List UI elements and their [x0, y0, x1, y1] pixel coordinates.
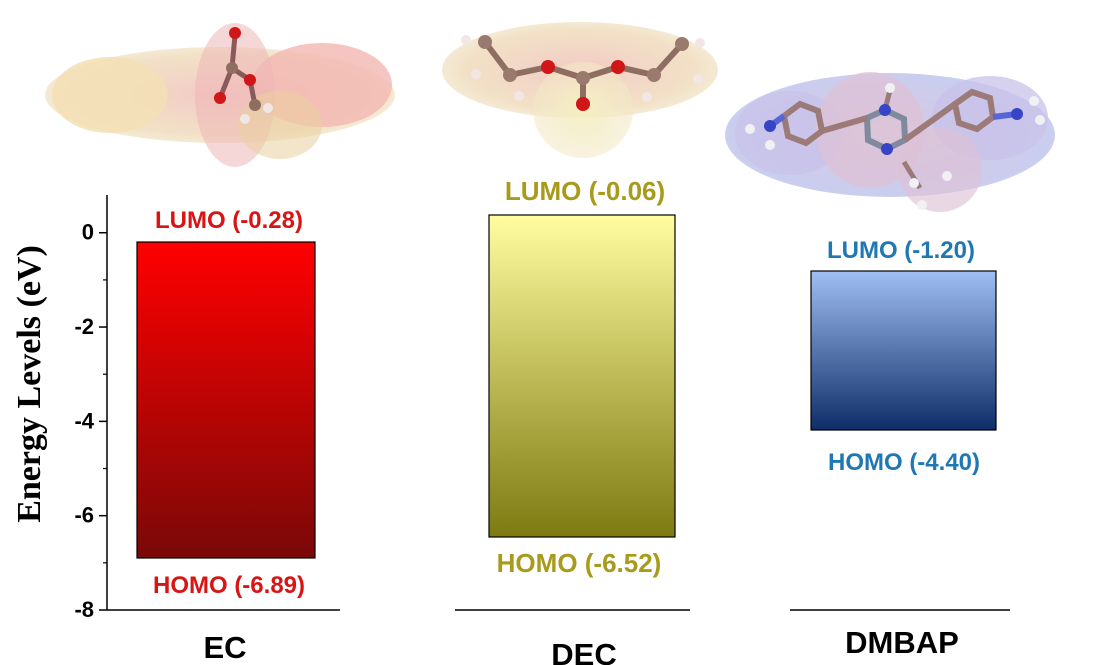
dmbap-molecule-icon [725, 72, 1055, 212]
y-tick-label: -2 [74, 314, 94, 339]
homo-label-dec: HOMO (-6.52) [497, 548, 662, 578]
lumo-label-dmbap: LUMO (-1.20) [827, 237, 975, 264]
ec-molecule-icon [45, 23, 395, 167]
lumo-label-ec: LUMO (-0.28) [155, 207, 303, 234]
category-label-ec: EC [203, 630, 246, 665]
category-labels: EC DEC DMBAP [203, 625, 958, 665]
lumo-label-dec: LUMO (-0.06) [505, 176, 665, 206]
y-tick-label: -6 [74, 503, 94, 528]
homo-label-dmbap: HOMO (-4.40) [828, 449, 980, 476]
y-axis: 0 -2 -4 -6 -8 Energy Levels (eV) [11, 195, 1010, 622]
energy-bar-dec [488, 214, 676, 538]
y-tick-label: 0 [82, 220, 94, 245]
energy-bar-ec [136, 241, 316, 559]
energy-labels: LUMO (-0.28) HOMO (-6.89) LUMO (-0.06) HOMO… [153, 176, 980, 599]
energy-bars [136, 214, 997, 559]
y-tick-label: -8 [74, 597, 94, 622]
energy-bar-dmbap [810, 270, 997, 431]
dec-molecule-icon [442, 22, 718, 158]
category-label-dmbap: DMBAP [845, 625, 959, 660]
category-label-dec: DEC [551, 637, 616, 665]
y-tick-label: -4 [74, 408, 94, 433]
y-axis-label: Energy Levels (eV) [11, 245, 48, 523]
homo-label-ec: HOMO (-6.89) [153, 572, 305, 599]
